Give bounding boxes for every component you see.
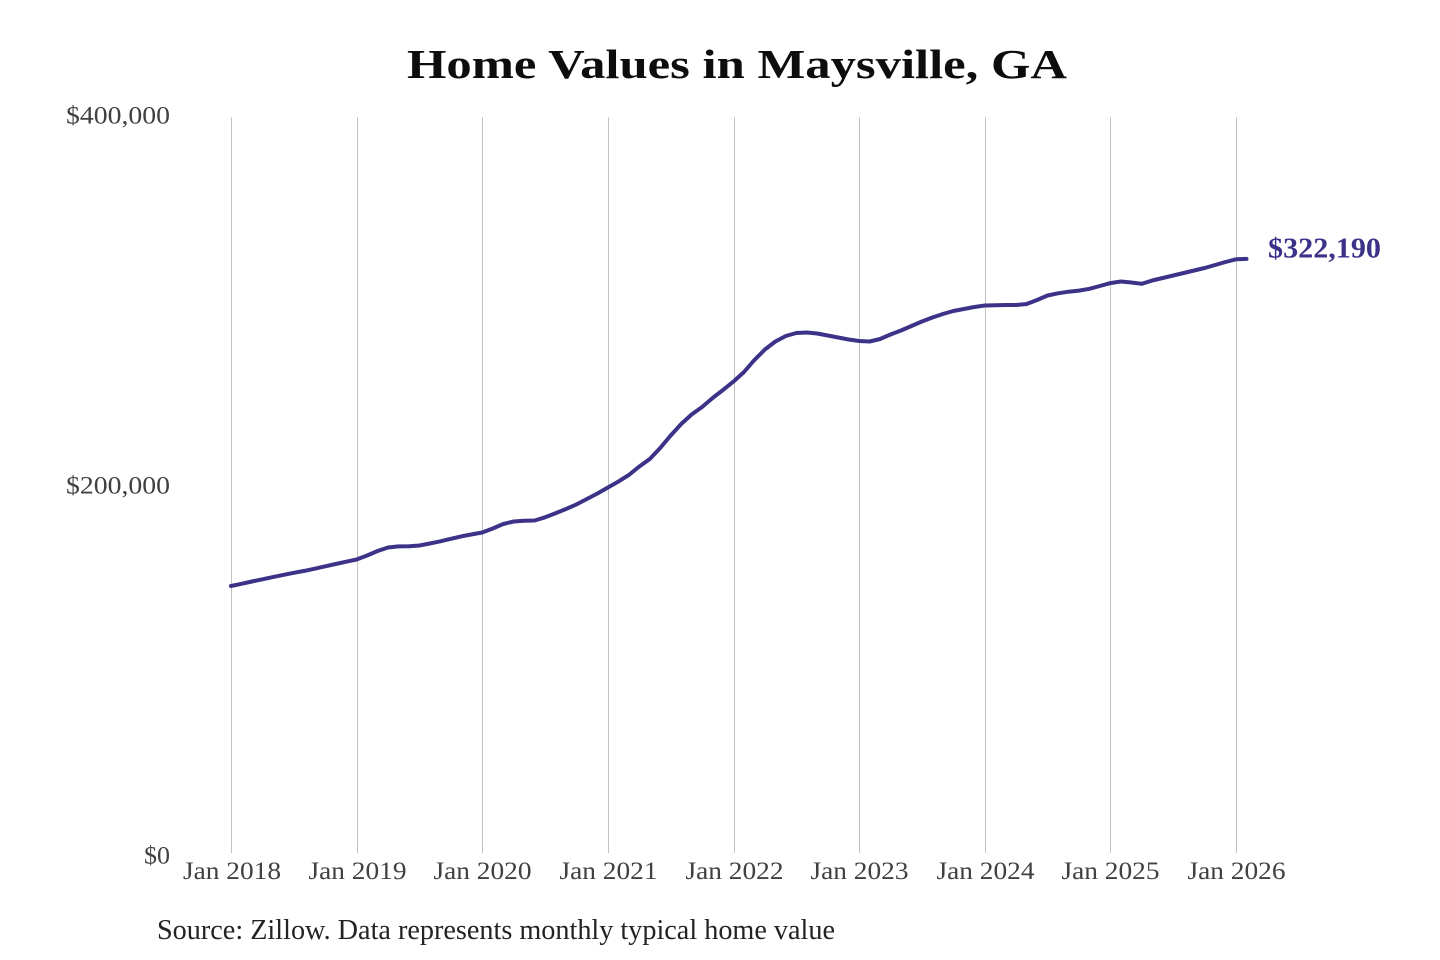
svg-text:Jan 2020: Jan 2020 [434, 858, 532, 885]
svg-text:Jan 2025: Jan 2025 [1062, 858, 1160, 885]
svg-text:Jan 2019: Jan 2019 [309, 858, 407, 885]
svg-text:Jan 2021: Jan 2021 [560, 858, 658, 885]
svg-text:Home Values in Maysville, GA: Home Values in Maysville, GA [407, 41, 1067, 87]
svg-text:Source: Zillow. Data represent: Source: Zillow. Data represents monthly … [157, 915, 835, 946]
svg-text:$322,190: $322,190 [1268, 234, 1381, 265]
svg-text:Jan 2022: Jan 2022 [686, 858, 784, 885]
svg-text:$400,000: $400,000 [66, 103, 170, 130]
svg-text:$0: $0 [144, 843, 170, 870]
svg-text:Jan 2023: Jan 2023 [811, 858, 909, 885]
svg-text:Jan 2024: Jan 2024 [937, 858, 1036, 885]
svg-text:Jan 2026: Jan 2026 [1188, 858, 1286, 885]
svg-text:$200,000: $200,000 [66, 473, 170, 500]
svg-text:Jan 2018: Jan 2018 [183, 858, 281, 885]
